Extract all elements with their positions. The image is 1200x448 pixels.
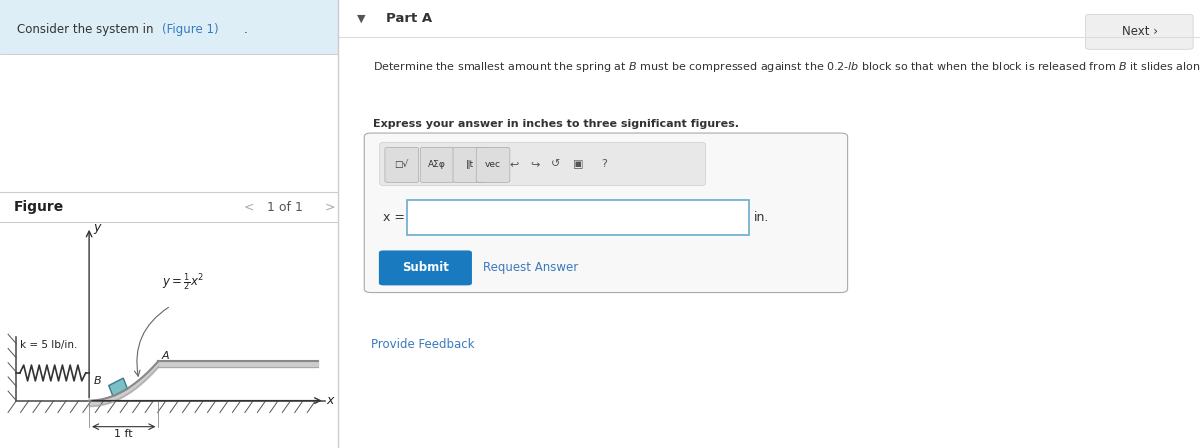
- Text: y: y: [94, 221, 101, 234]
- Text: Figure: Figure: [13, 200, 64, 214]
- Text: ▼: ▼: [358, 14, 366, 24]
- FancyBboxPatch shape: [0, 0, 338, 54]
- Text: >: >: [325, 201, 335, 214]
- Text: ΑΣφ: ΑΣφ: [428, 160, 446, 169]
- Text: A: A: [161, 351, 169, 361]
- Text: ↩: ↩: [510, 159, 518, 169]
- Text: Part A: Part A: [385, 12, 432, 26]
- Text: (Figure 1): (Figure 1): [162, 22, 220, 36]
- Text: in.: in.: [754, 211, 769, 224]
- Text: 1 of 1: 1 of 1: [268, 201, 304, 214]
- Text: k = 5 lb/in.: k = 5 lb/in.: [20, 340, 77, 350]
- FancyBboxPatch shape: [385, 147, 419, 182]
- Text: Provide Feedback: Provide Feedback: [371, 338, 475, 352]
- Text: vec: vec: [485, 160, 502, 169]
- FancyBboxPatch shape: [420, 147, 454, 182]
- Text: B: B: [94, 376, 101, 386]
- Polygon shape: [109, 378, 127, 396]
- Text: $y = \frac{1}{2}x^2$: $y = \frac{1}{2}x^2$: [162, 271, 204, 293]
- Text: x: x: [326, 394, 334, 407]
- Text: 1 ft: 1 ft: [114, 429, 133, 439]
- FancyBboxPatch shape: [379, 142, 706, 185]
- Text: Request Answer: Request Answer: [484, 261, 578, 275]
- Text: x =: x =: [383, 211, 406, 224]
- Text: Consider the system in: Consider the system in: [17, 22, 157, 36]
- FancyBboxPatch shape: [452, 147, 486, 182]
- Text: Determine the smallest amount the spring at $\mathbf{\mathit{B}}$ must be compre: Determine the smallest amount the spring…: [373, 60, 1200, 74]
- Text: Submit: Submit: [402, 261, 449, 275]
- FancyBboxPatch shape: [379, 250, 472, 285]
- Text: ?: ?: [601, 159, 607, 169]
- Text: ↺: ↺: [551, 159, 560, 169]
- FancyBboxPatch shape: [365, 133, 847, 293]
- Text: □√: □√: [395, 160, 409, 169]
- Text: ▣: ▣: [572, 159, 583, 169]
- FancyBboxPatch shape: [407, 200, 749, 235]
- Text: ↪: ↪: [530, 159, 540, 169]
- FancyBboxPatch shape: [476, 147, 510, 182]
- FancyBboxPatch shape: [1086, 14, 1193, 49]
- Text: Next ›: Next ›: [1122, 25, 1158, 39]
- Text: <: <: [244, 201, 254, 214]
- Text: ‖t: ‖t: [466, 160, 474, 169]
- Text: Express your answer in inches to three significant figures.: Express your answer in inches to three s…: [373, 119, 739, 129]
- Text: .: .: [244, 22, 247, 36]
